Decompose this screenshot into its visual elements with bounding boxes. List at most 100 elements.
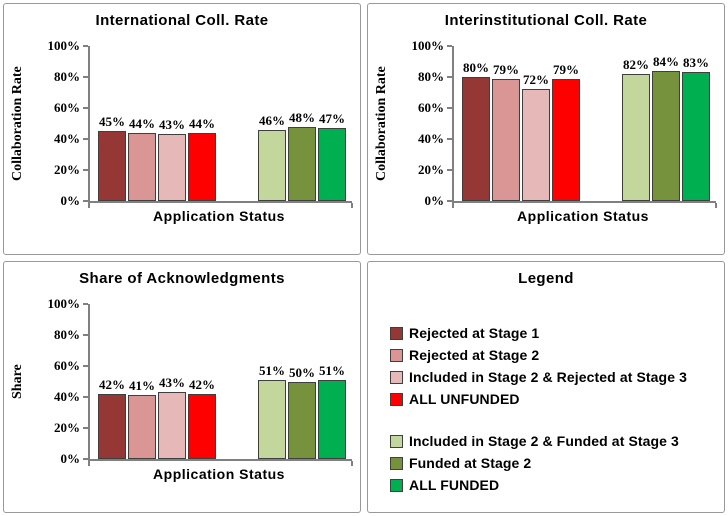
bar-all-funded: 47%	[318, 111, 346, 201]
bar-value-label: 83%	[683, 55, 709, 71]
y-axis-tick-label: 0%	[60, 193, 81, 208]
bar-group-unfunded: 45% 44% 43% 44%	[98, 114, 216, 201]
legend-label: Funded at Stage 2	[409, 455, 532, 471]
legend-item-included-in-stage-2-rejected-at-stage-3: Included in Stage 2 & Rejected at Stage …	[390, 366, 716, 388]
bar-all-unfunded: 42%	[188, 377, 216, 459]
bar-value-label: 82%	[623, 56, 649, 72]
bar-group-funded: 82% 84% 83%	[622, 54, 710, 201]
bar-value-label: 50%	[289, 364, 315, 380]
bar-funded-at-stage-2: 84%	[652, 54, 680, 201]
bar-value-label: 72%	[523, 72, 549, 88]
y-axis-tick-label: 0%	[60, 451, 81, 466]
bar-funded-at-stage-2: 48%	[288, 110, 316, 201]
legend-item-all-funded: ALL FUNDED	[390, 474, 716, 496]
y-axis-tick-mark	[83, 76, 88, 78]
legend-swatch-icon	[390, 434, 403, 448]
bar-included-in-stage-2-rejected-at-stage-3: 43%	[158, 375, 186, 459]
y-axis-tick-label: 80%	[54, 327, 80, 342]
legend-swatch-icon	[390, 392, 403, 406]
bar-value-label: 79%	[553, 61, 579, 77]
legend-label: ALL UNFUNDED	[409, 391, 520, 407]
bar-value-label: 44%	[189, 115, 215, 131]
y-axis-tick-label: 60%	[54, 358, 80, 373]
y-axis-tick-label: 60%	[54, 100, 80, 115]
bar-included-in-stage-2-funded-at-stage-3: 82%	[622, 57, 650, 201]
panel-interinstitutional-coll-rate: Interinstitutional Coll. Rate Collaborat…	[367, 3, 725, 255]
chart-title: International Coll. Rate	[95, 12, 269, 29]
bar-funded-at-stage-2: 50%	[288, 365, 316, 459]
bar-value-label: 48%	[289, 109, 315, 125]
x-axis-tick-mark	[88, 203, 90, 208]
y-axis-tick-mark	[83, 303, 88, 305]
bar-value-label: 42%	[99, 376, 125, 392]
y-axis-tick-mark	[447, 169, 452, 171]
bar-included-in-stage-2-funded-at-stage-3: 46%	[258, 113, 286, 201]
y-axis-tick-label: 80%	[54, 69, 80, 84]
x-axis-tick-mark	[88, 461, 90, 466]
y-axis-tick-mark	[447, 45, 452, 47]
y-axis-tick-labels: 0% 20% 40% 60% 80% 100%	[4, 38, 81, 208]
bar-rejected-at-stage-1: 42%	[98, 377, 126, 459]
y-axis-tick-mark	[83, 458, 88, 460]
bar-rejected-at-stage-2: 79%	[492, 62, 520, 201]
y-axis-tick-mark	[83, 427, 88, 429]
bar-group-funded: 46% 48% 47%	[258, 110, 346, 201]
legend-swatch-icon	[390, 456, 403, 470]
y-axis-tick-label: 40%	[54, 131, 80, 146]
bar-value-label: 80%	[463, 60, 489, 75]
y-axis-tick-label: 40%	[54, 389, 80, 404]
y-axis-tick-labels: 0% 20% 40% 60% 80% 100%	[4, 296, 81, 466]
y-axis-tick-label: 20%	[54, 162, 80, 177]
bar-value-label: 43%	[159, 375, 185, 391]
x-axis-title: Application Status	[517, 208, 649, 224]
y-axis-tick-label: 0%	[424, 193, 445, 208]
y-axis-tick-label: 80%	[418, 69, 444, 84]
legend-item-rejected-at-stage-2: Rejected at Stage 2	[390, 344, 716, 366]
bar-rejected-at-stage-2: 41%	[128, 378, 156, 459]
y-axis-tick-mark	[83, 396, 88, 398]
bar-all-unfunded: 79%	[552, 62, 580, 201]
bar-all-funded: 83%	[682, 55, 710, 201]
x-axis-tick-mark	[351, 461, 353, 466]
y-axis-tick-mark	[83, 107, 88, 109]
legend-label: ALL FUNDED	[409, 477, 500, 493]
bar-value-label: 41%	[129, 378, 155, 394]
x-axis-title: Application Status	[153, 208, 285, 224]
y-axis-tick-mark	[83, 169, 88, 171]
bar-all-unfunded: 44%	[188, 116, 216, 201]
bar-value-label: 45%	[99, 114, 125, 130]
x-axis-title: Application Status	[153, 466, 285, 482]
y-axis-tick-label: 100%	[47, 296, 81, 311]
panel-share-of-acknowledgments: Share of Acknowledgments Share 0% 20% 40% 6…	[3, 261, 361, 513]
bar-all-funded: 51%	[318, 363, 346, 459]
y-axis-tick-label: 40%	[418, 131, 444, 146]
y-axis-tick-mark	[447, 76, 452, 78]
y-axis-tick-mark	[447, 107, 452, 109]
y-axis-tick-mark	[447, 200, 452, 202]
y-axis-tick-mark	[447, 138, 452, 140]
plot-area: 42% 41% 43% 42% 51% 50% 51%	[83, 303, 353, 466]
bar-value-label: 42%	[189, 376, 215, 392]
bar-rejected-at-stage-1: 80%	[462, 60, 490, 201]
x-axis-tick-mark	[351, 203, 353, 208]
bar-value-label: 51%	[259, 362, 285, 378]
y-axis-tick-label: 60%	[418, 100, 444, 115]
bar-rejected-at-stage-1: 45%	[98, 114, 126, 201]
legend-label: Rejected at Stage 1	[409, 325, 540, 341]
bar-rejected-at-stage-2: 44%	[128, 116, 156, 201]
x-axis-tick-mark	[452, 203, 454, 208]
panel-international-coll-rate: International Coll. Rate Collaboration R…	[3, 3, 361, 255]
y-axis-tick-mark	[83, 365, 88, 367]
legend-list: Rejected at Stage 1 Rejected at Stage 2 In…	[390, 322, 716, 496]
bar-value-label: 84%	[653, 53, 679, 69]
y-axis-tick-label: 20%	[418, 162, 444, 177]
bar-group-funded: 51% 50% 51%	[258, 363, 346, 459]
bar-included-in-stage-2-rejected-at-stage-3: 72%	[522, 72, 550, 201]
legend-swatch-icon	[390, 370, 403, 384]
legend-label: Included in Stage 2 & Funded at Stage 3	[409, 433, 679, 449]
legend-swatch-icon	[390, 348, 403, 362]
bar-included-in-stage-2-funded-at-stage-3: 51%	[258, 363, 286, 459]
legend-group-gap	[390, 410, 716, 430]
y-axis-tick-label: 20%	[54, 420, 80, 435]
y-axis-tick-mark	[83, 334, 88, 336]
